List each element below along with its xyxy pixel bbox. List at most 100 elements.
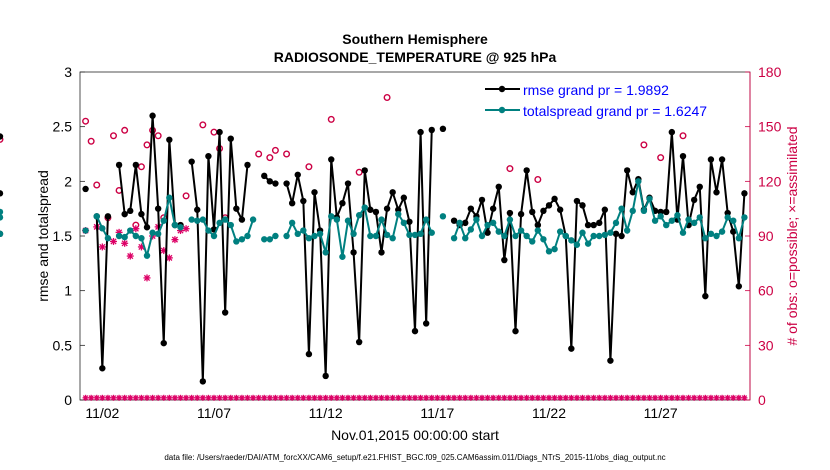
rmse-point bbox=[495, 183, 502, 190]
totalspread-point bbox=[607, 229, 614, 236]
obs-zero-point bbox=[400, 394, 407, 401]
obs-zero-point bbox=[674, 394, 681, 401]
right-axis: 0 30 60 90 120 150 180 bbox=[745, 64, 782, 408]
totalspread-point bbox=[216, 219, 223, 227]
obs-possible-point bbox=[640, 141, 648, 149]
rmse-point bbox=[99, 365, 106, 372]
obs-zero-point bbox=[255, 394, 262, 401]
obs-assimilated-point bbox=[126, 252, 134, 260]
rmse-point bbox=[261, 172, 268, 180]
rmse-point bbox=[663, 208, 670, 216]
totalspread-point bbox=[568, 237, 575, 244]
totalspread-point bbox=[99, 225, 106, 232]
obs-zero-point bbox=[523, 394, 530, 401]
obs-zero-point bbox=[99, 394, 106, 401]
totalspread-point bbox=[517, 227, 525, 234]
totalspread-point bbox=[0, 208, 4, 216]
obs-possible-point bbox=[266, 154, 274, 162]
totalspread-point bbox=[171, 221, 179, 229]
obs-possible-point bbox=[327, 115, 335, 123]
obs-zero-point bbox=[121, 394, 128, 401]
obs-zero-point bbox=[601, 394, 608, 401]
rmse-point bbox=[629, 189, 636, 196]
totalspread-point bbox=[121, 233, 128, 241]
obs-possible-point bbox=[93, 181, 101, 189]
rmse-point bbox=[127, 207, 134, 215]
rmse-point bbox=[501, 256, 508, 264]
rmse-point bbox=[439, 125, 447, 133]
obs-zero-point bbox=[618, 394, 625, 401]
obs-zero-point bbox=[635, 394, 642, 401]
obs-zero-point bbox=[395, 394, 402, 401]
obs-zero-point bbox=[613, 394, 619, 401]
obs-zero-point bbox=[707, 394, 714, 401]
obs-zero-point bbox=[300, 394, 307, 401]
totalspread-point bbox=[718, 228, 726, 235]
totalspread-point bbox=[238, 236, 246, 243]
totalspread-point bbox=[618, 205, 625, 212]
rmse-point bbox=[551, 195, 558, 203]
totalspread-point bbox=[478, 232, 486, 240]
rmse-point bbox=[121, 210, 128, 218]
totalspread-point bbox=[311, 232, 318, 240]
y2-tick-label: 60 bbox=[758, 283, 774, 299]
obs-zero-point bbox=[456, 394, 463, 401]
y-axis-label: rmse and totalspread bbox=[35, 170, 51, 302]
x-tick-label: 11/02 bbox=[85, 405, 119, 421]
obs-zero-point bbox=[110, 394, 117, 401]
rmse-point bbox=[601, 206, 609, 213]
totalspread-point bbox=[194, 217, 201, 224]
totalspread-point bbox=[221, 216, 229, 223]
totalspread-point bbox=[495, 228, 502, 235]
rmse-point bbox=[411, 327, 419, 335]
y2-tick-label: 90 bbox=[758, 228, 774, 244]
rmse-point bbox=[406, 218, 413, 225]
legend-spread-label: totalspread grand pr = 1.6247 bbox=[523, 103, 707, 119]
obs-possible-point bbox=[506, 165, 514, 173]
totalspread-point bbox=[143, 252, 151, 259]
totalspread-point bbox=[657, 213, 664, 220]
y-tick-label: 3 bbox=[64, 64, 72, 80]
y-tick-label: 2 bbox=[64, 173, 72, 189]
obs-zero-point bbox=[333, 394, 340, 401]
obs-possible-point bbox=[0, 135, 4, 143]
rmse-point bbox=[657, 208, 664, 216]
rmse-point bbox=[372, 208, 380, 216]
totalspread-point bbox=[551, 245, 558, 253]
obs-zero-point bbox=[372, 394, 379, 401]
legend-spread-marker bbox=[498, 106, 506, 114]
obs-possible-point bbox=[182, 192, 190, 200]
obs-assimilated-point bbox=[143, 274, 151, 282]
y2-tick-label: 150 bbox=[758, 119, 782, 135]
obs-zero-point bbox=[289, 394, 296, 401]
obs-zero-point bbox=[149, 394, 156, 401]
rmse-point bbox=[540, 207, 547, 215]
obs-zero-point bbox=[317, 394, 324, 401]
obs-zero-point bbox=[562, 394, 569, 401]
rmse-point bbox=[328, 156, 335, 163]
totalspread-point bbox=[166, 194, 173, 201]
rmse-point bbox=[82, 185, 89, 193]
obs-zero-point bbox=[238, 394, 245, 401]
obs-zero-point bbox=[473, 394, 480, 401]
rmse-point bbox=[395, 206, 402, 213]
rmse-point bbox=[556, 206, 564, 213]
obs-zero-point bbox=[322, 394, 329, 401]
obs-zero-point bbox=[596, 394, 603, 401]
obs-zero-point bbox=[127, 394, 134, 401]
totalspread-point bbox=[344, 217, 352, 224]
rmse-point bbox=[462, 219, 469, 227]
obs-zero-point bbox=[177, 394, 184, 401]
rmse-point bbox=[216, 128, 223, 136]
totalspread-point bbox=[590, 232, 597, 240]
totalspread-point bbox=[233, 238, 240, 245]
obs-possible-point bbox=[121, 126, 129, 134]
totalspread-point bbox=[104, 234, 112, 242]
obs-zero-point bbox=[406, 394, 413, 401]
obs-zero-point bbox=[144, 394, 150, 401]
chart-title-line-1: Southern Hemisphere bbox=[342, 31, 488, 47]
obs-zero-point bbox=[479, 394, 485, 401]
totalspread-point bbox=[372, 232, 380, 240]
footnote: data file: /Users/raeder/DAI/ATM_forcXX/… bbox=[164, 453, 665, 462]
totalspread-point bbox=[355, 212, 363, 219]
